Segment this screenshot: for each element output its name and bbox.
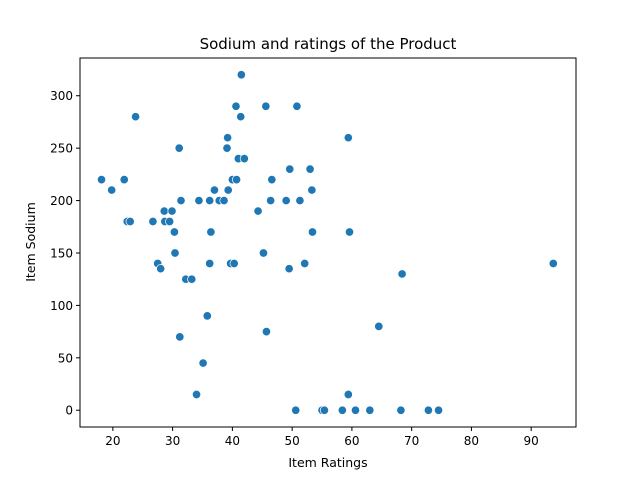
data-point xyxy=(222,143,232,153)
data-point xyxy=(365,405,375,415)
data-point xyxy=(434,405,444,415)
data-point xyxy=(131,112,141,122)
data-point xyxy=(232,175,242,185)
data-point xyxy=(159,206,169,216)
y-tick-label: 150 xyxy=(50,246,73,260)
x-tick-label: 30 xyxy=(165,434,180,448)
x-axis-label: Item Ratings xyxy=(288,455,367,470)
x-tick-label: 80 xyxy=(464,434,479,448)
data-point xyxy=(223,185,233,195)
data-point xyxy=(397,269,407,279)
data-point xyxy=(423,405,433,415)
data-point xyxy=(307,227,318,237)
x-tick-label: 60 xyxy=(344,434,359,448)
data-point xyxy=(165,216,175,227)
data-point xyxy=(305,164,315,174)
data-point xyxy=(295,196,305,206)
data-point xyxy=(266,196,276,206)
x-axis: 20 30 40 50 60 70 80 90 xyxy=(105,427,539,448)
data-point xyxy=(167,206,177,216)
data-point xyxy=(344,227,355,237)
data-point xyxy=(236,70,246,80)
data-point xyxy=(202,311,212,321)
data-point xyxy=(300,258,310,269)
x-tick-label: 50 xyxy=(285,434,300,448)
data-point xyxy=(396,405,406,415)
x-tick-label: 40 xyxy=(225,434,240,448)
data-point xyxy=(107,185,117,195)
data-point xyxy=(261,101,271,111)
y-tick-label: 250 xyxy=(50,142,73,156)
data-point xyxy=(261,327,271,337)
data-point xyxy=(198,358,208,368)
data-point xyxy=(343,389,353,400)
data-point xyxy=(191,389,202,400)
data-point xyxy=(292,101,302,111)
data-point xyxy=(374,321,384,331)
data-point xyxy=(169,227,179,237)
data-point xyxy=(285,164,295,174)
y-tick-label: 200 xyxy=(50,194,73,208)
data-point xyxy=(343,133,353,143)
data-point xyxy=(548,258,558,269)
y-axis: 0 50 100 150 200 250 300 xyxy=(50,89,80,418)
data-point xyxy=(156,264,166,274)
data-point xyxy=(209,185,220,195)
data-point xyxy=(239,154,249,164)
data-point xyxy=(281,196,291,206)
data-point xyxy=(307,185,317,195)
data-point xyxy=(291,405,301,415)
plot-frame xyxy=(79,57,577,428)
data-point xyxy=(350,405,361,415)
data-point xyxy=(125,216,135,227)
data-point xyxy=(205,196,215,206)
x-tick-label: 20 xyxy=(105,434,120,448)
data-point xyxy=(337,405,347,415)
data-point xyxy=(258,248,269,258)
data-point xyxy=(119,175,129,185)
data-point xyxy=(205,258,215,269)
y-tick-label: 300 xyxy=(50,89,73,103)
x-tick-label: 70 xyxy=(404,434,419,448)
y-tick-label: 0 xyxy=(65,404,73,418)
x-tick-label: 90 xyxy=(524,434,539,448)
data-point xyxy=(194,196,204,206)
data-point xyxy=(284,264,294,274)
y-tick-label: 100 xyxy=(50,299,73,313)
y-tick-label: 50 xyxy=(58,351,73,365)
data-point xyxy=(229,258,239,269)
data-point xyxy=(170,248,180,258)
data-point xyxy=(253,206,263,216)
data-point xyxy=(148,216,158,227)
data-point xyxy=(96,175,107,185)
data-point xyxy=(236,112,246,122)
data-point xyxy=(174,143,184,153)
data-point xyxy=(187,274,197,284)
chart-title: Sodium and ratings of the Product xyxy=(200,35,457,53)
data-point xyxy=(175,332,185,342)
data-point xyxy=(176,196,186,206)
data-point xyxy=(267,175,277,185)
data-point xyxy=(206,227,216,237)
data-point xyxy=(219,196,229,206)
data-points xyxy=(96,70,558,415)
data-point xyxy=(319,405,329,415)
y-axis-label: Item Sodium xyxy=(23,202,38,282)
data-point xyxy=(223,133,233,143)
data-point xyxy=(231,101,241,111)
